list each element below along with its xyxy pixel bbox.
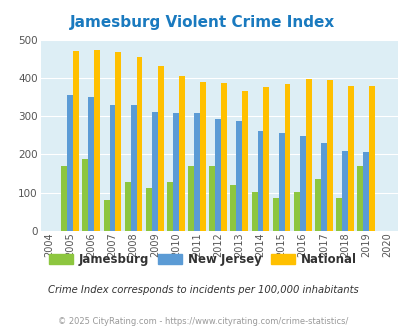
Bar [284, 84, 290, 231]
Bar [82, 159, 88, 231]
Legend: Jamesburg, New Jersey, National: Jamesburg, New Jersey, National [44, 248, 361, 271]
Bar [326, 80, 332, 231]
Bar [305, 79, 311, 231]
Bar [173, 113, 179, 231]
Bar [362, 152, 368, 231]
Bar [251, 192, 257, 231]
Bar [368, 86, 374, 231]
Bar [299, 136, 305, 231]
Bar [194, 113, 200, 231]
Bar [236, 121, 242, 231]
Bar [341, 150, 347, 231]
Bar [94, 50, 100, 231]
Bar [67, 95, 73, 231]
Bar [356, 166, 362, 231]
Bar [242, 90, 247, 231]
Bar [115, 52, 121, 231]
Bar [136, 57, 142, 231]
Bar [347, 85, 353, 231]
Text: Crime Index corresponds to incidents per 100,000 inhabitants: Crime Index corresponds to incidents per… [47, 285, 358, 295]
Bar [166, 182, 173, 231]
Bar [109, 106, 115, 231]
Bar [263, 87, 269, 231]
Bar [145, 188, 151, 231]
Bar [179, 76, 184, 231]
Bar [209, 166, 215, 231]
Text: © 2025 CityRating.com - https://www.cityrating.com/crime-statistics/: © 2025 CityRating.com - https://www.city… [58, 317, 347, 326]
Bar [320, 143, 326, 231]
Bar [61, 166, 67, 231]
Bar [124, 182, 130, 231]
Bar [221, 83, 226, 231]
Bar [103, 200, 109, 231]
Bar [257, 131, 263, 231]
Bar [272, 198, 278, 231]
Text: Jamesburg Violent Crime Index: Jamesburg Violent Crime Index [70, 15, 335, 30]
Bar [200, 82, 205, 231]
Bar [130, 106, 136, 231]
Bar [188, 166, 194, 231]
Bar [151, 112, 157, 231]
Bar [230, 185, 236, 231]
Bar [314, 179, 320, 231]
Bar [157, 66, 163, 231]
Bar [278, 133, 284, 231]
Bar [73, 51, 79, 231]
Bar [335, 198, 341, 231]
Bar [293, 192, 299, 231]
Bar [88, 97, 94, 231]
Bar [215, 119, 221, 231]
